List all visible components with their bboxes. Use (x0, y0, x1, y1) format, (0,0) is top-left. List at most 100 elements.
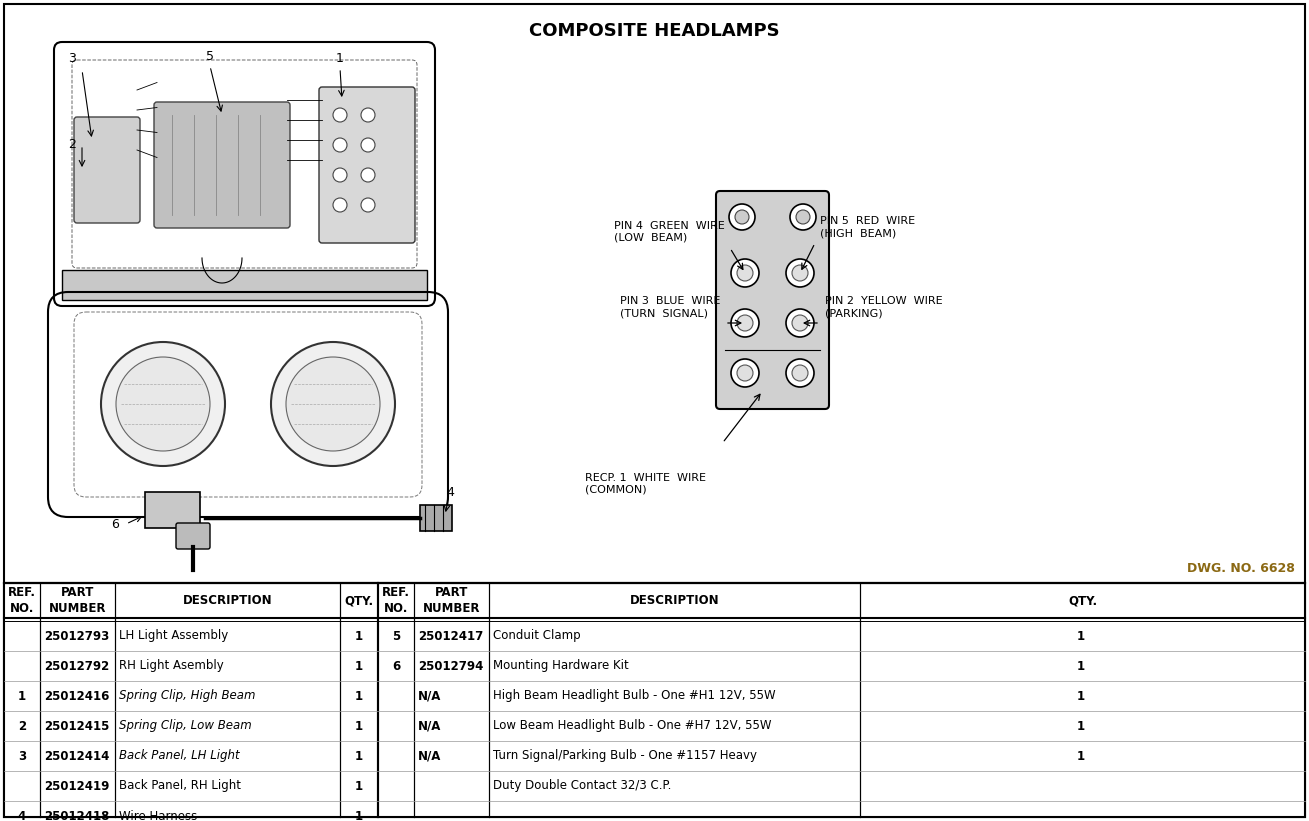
Circle shape (791, 204, 816, 230)
Text: 1: 1 (355, 659, 363, 672)
Text: Turn Signal/Parking Bulb - One #1157 Heavy: Turn Signal/Parking Bulb - One #1157 Hea… (493, 750, 757, 763)
Text: DESCRIPTION: DESCRIPTION (183, 594, 272, 607)
FancyBboxPatch shape (154, 102, 291, 228)
Text: PIN 3  BLUE  WIRE
(TURN  SIGNAL): PIN 3 BLUE WIRE (TURN SIGNAL) (619, 296, 720, 318)
FancyBboxPatch shape (75, 117, 140, 223)
Circle shape (361, 168, 374, 182)
Text: Low Beam Headlight Bulb - One #H7 12V, 55W: Low Beam Headlight Bulb - One #H7 12V, 5… (493, 719, 771, 732)
Text: Mounting Hardware Kit: Mounting Hardware Kit (493, 659, 628, 672)
Circle shape (730, 259, 759, 287)
Text: 1: 1 (355, 750, 363, 763)
Text: N/A: N/A (418, 719, 441, 732)
Text: 6: 6 (111, 517, 119, 530)
Circle shape (285, 357, 380, 451)
Text: COMPOSITE HEADLAMPS: COMPOSITE HEADLAMPS (529, 22, 779, 40)
Circle shape (796, 210, 810, 224)
Text: 2: 2 (68, 139, 76, 152)
Text: 1: 1 (336, 52, 344, 65)
Circle shape (271, 342, 395, 466)
Text: QTY.: QTY. (1068, 594, 1097, 607)
Text: RECP. 1  WHITE  WIRE
(COMMON): RECP. 1 WHITE WIRE (COMMON) (585, 473, 706, 494)
Text: Conduit Clamp: Conduit Clamp (493, 630, 581, 643)
Text: 25012414: 25012414 (45, 750, 110, 763)
Text: 25012417: 25012417 (418, 630, 483, 643)
Circle shape (730, 359, 759, 387)
Text: PART
NUMBER: PART NUMBER (423, 586, 480, 614)
Text: 1: 1 (1076, 690, 1085, 703)
Text: PIN 4  GREEN  WIRE
(LOW  BEAM): PIN 4 GREEN WIRE (LOW BEAM) (614, 222, 725, 243)
Text: 25012416: 25012416 (45, 690, 110, 703)
Text: PART
NUMBER: PART NUMBER (48, 586, 106, 614)
Text: PIN 2  YELLOW  WIRE
(PARKING): PIN 2 YELLOW WIRE (PARKING) (825, 296, 942, 318)
Text: 25012418: 25012418 (45, 810, 110, 821)
Text: 1: 1 (1076, 750, 1085, 763)
Text: 1: 1 (355, 630, 363, 643)
Circle shape (785, 359, 814, 387)
Text: 1: 1 (1076, 659, 1085, 672)
Text: 3: 3 (18, 750, 26, 763)
Circle shape (734, 210, 749, 224)
Bar (4, 583, 1305, 817)
FancyBboxPatch shape (175, 523, 209, 549)
Text: DWG. NO. 6628: DWG. NO. 6628 (1187, 562, 1295, 575)
Text: 3: 3 (68, 52, 76, 65)
Text: 5: 5 (206, 49, 213, 62)
Text: 1: 1 (1076, 719, 1085, 732)
Text: PIN 5  RED  WIRE
(HIGH  BEAM): PIN 5 RED WIRE (HIGH BEAM) (819, 217, 915, 238)
FancyBboxPatch shape (716, 191, 829, 409)
Circle shape (792, 315, 808, 331)
Text: Back Panel, LH Light: Back Panel, LH Light (119, 750, 240, 763)
Circle shape (737, 315, 753, 331)
Circle shape (332, 198, 347, 212)
Bar (420, 505, 452, 531)
Text: High Beam Headlight Bulb - One #H1 12V, 55W: High Beam Headlight Bulb - One #H1 12V, … (493, 690, 776, 703)
Circle shape (729, 204, 755, 230)
Text: Wire Harness: Wire Harness (119, 810, 198, 821)
Circle shape (737, 365, 753, 381)
Circle shape (785, 259, 814, 287)
Text: 25012419: 25012419 (45, 779, 110, 792)
Text: REF.
NO.: REF. NO. (8, 586, 37, 614)
Text: 1: 1 (355, 719, 363, 732)
Text: Spring Clip, High Beam: Spring Clip, High Beam (119, 690, 255, 703)
Text: LH Light Assembly: LH Light Assembly (119, 630, 228, 643)
Circle shape (332, 108, 347, 122)
Text: REF.
NO.: REF. NO. (382, 586, 410, 614)
Text: 5: 5 (391, 630, 401, 643)
Circle shape (792, 365, 808, 381)
Text: 1: 1 (355, 690, 363, 703)
Text: Spring Clip, Low Beam: Spring Clip, Low Beam (119, 719, 251, 732)
Circle shape (361, 108, 374, 122)
Circle shape (737, 265, 753, 281)
Circle shape (361, 138, 374, 152)
Text: 1: 1 (1076, 630, 1085, 643)
Circle shape (730, 309, 759, 337)
Text: 1: 1 (18, 690, 26, 703)
Circle shape (332, 168, 347, 182)
Bar (145, 492, 200, 528)
Circle shape (785, 309, 814, 337)
Text: RH Light Asembly: RH Light Asembly (119, 659, 224, 672)
FancyBboxPatch shape (319, 87, 415, 243)
Text: 1: 1 (355, 779, 363, 792)
Text: Back Panel, RH Light: Back Panel, RH Light (119, 779, 241, 792)
Text: 4: 4 (18, 810, 26, 821)
Circle shape (117, 357, 209, 451)
Circle shape (332, 138, 347, 152)
Text: N/A: N/A (418, 690, 441, 703)
Text: 25012792: 25012792 (45, 659, 109, 672)
Text: 25012794: 25012794 (418, 659, 483, 672)
Text: 25012415: 25012415 (45, 719, 110, 732)
Bar (62, 270, 427, 300)
Circle shape (792, 265, 808, 281)
Text: QTY.: QTY. (344, 594, 373, 607)
Text: Duty Double Contact 32/3 C.P.: Duty Double Contact 32/3 C.P. (493, 779, 672, 792)
Text: 6: 6 (391, 659, 401, 672)
Circle shape (361, 198, 374, 212)
Text: 25012793: 25012793 (45, 630, 109, 643)
Text: 1: 1 (355, 810, 363, 821)
Text: DESCRIPTION: DESCRIPTION (630, 594, 720, 607)
Text: 2: 2 (18, 719, 26, 732)
Text: 4: 4 (446, 485, 454, 498)
Circle shape (101, 342, 225, 466)
